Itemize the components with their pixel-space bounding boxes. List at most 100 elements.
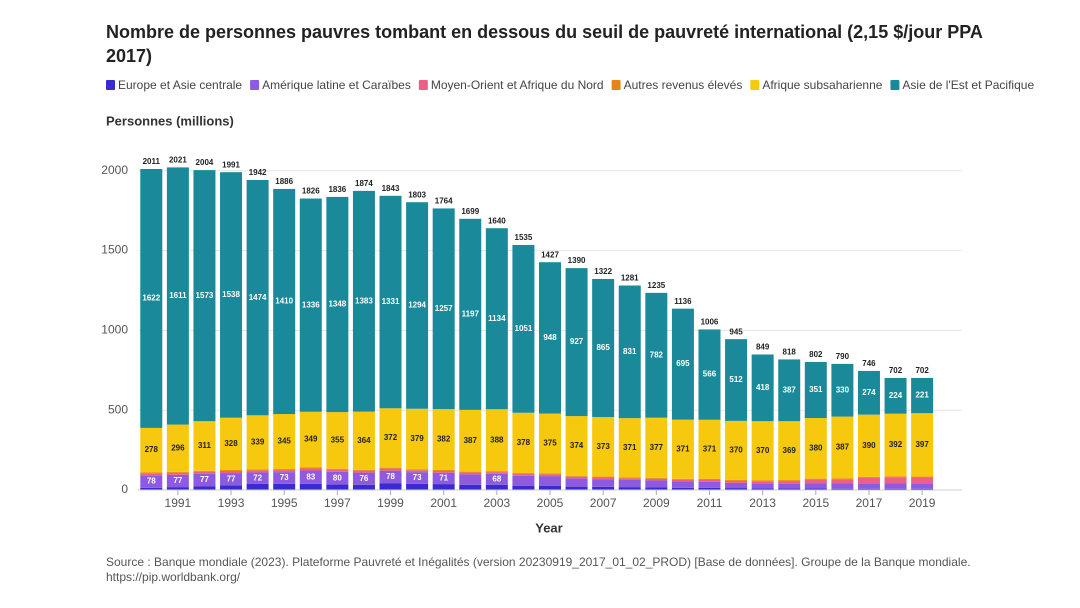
bar-segment: [379, 408, 402, 468]
bar-segment: [645, 477, 668, 479]
legend-label: Asie de l'Est et Pacifique: [902, 78, 1034, 92]
bar-segment: [539, 485, 561, 490]
bar-segment: [645, 478, 668, 481]
y-tick-label: 2000: [101, 163, 128, 177]
value-label: 377: [650, 443, 664, 452]
legend-swatch: [418, 80, 428, 90]
bar-segment: [273, 472, 296, 484]
value-label: 379: [410, 434, 424, 443]
x-tick-label: 1999: [377, 496, 404, 510]
bar-segment: [352, 472, 375, 485]
bar-segment: [804, 361, 827, 419]
bar-segment: [140, 473, 163, 476]
bar-segment: [220, 417, 243, 471]
bar-segment: [166, 472, 189, 475]
bar-segment: [220, 473, 243, 486]
bar-segment: [857, 370, 880, 415]
bar-segment: [246, 469, 269, 471]
value-label: 371: [703, 444, 717, 453]
value-label: 330: [836, 385, 850, 394]
bar-segment: [459, 218, 482, 410]
value-label: 76: [359, 474, 368, 483]
bar-segment: [698, 419, 721, 479]
x-tick-label: 1993: [218, 496, 245, 510]
value-label: 73: [280, 473, 289, 482]
value-label: 311: [198, 441, 211, 450]
x-axis-label: Year: [535, 520, 562, 535]
bar-segment: [831, 416, 854, 479]
value-label: 1197: [462, 309, 480, 318]
x-tick-label: 2015: [802, 496, 829, 510]
bar-segment: [751, 483, 774, 489]
bar-segment: [512, 412, 535, 474]
bar-segment: [352, 470, 375, 473]
bar-segment: [193, 486, 216, 490]
legend-swatch: [611, 80, 621, 90]
bar-segment: [725, 339, 748, 421]
value-label: 390: [862, 441, 876, 450]
bar-segment: [698, 329, 721, 420]
bar-segment: [485, 484, 508, 490]
value-label: 782: [650, 350, 664, 359]
value-label: 77: [200, 475, 209, 484]
bar-segment: [485, 472, 508, 474]
value-label: 371: [623, 443, 637, 452]
bar-segment: [166, 487, 189, 490]
bar-segment: [592, 278, 615, 418]
value-label: 831: [623, 347, 637, 356]
total-label: 2004: [196, 158, 214, 167]
total-label: 1764: [435, 197, 453, 206]
bar-segment: [831, 478, 854, 480]
bar-segment: [618, 477, 641, 479]
bar-segment: [326, 468, 349, 470]
bar-segment: [884, 488, 907, 490]
bar-segment: [778, 421, 801, 481]
value-label: 1294: [408, 301, 426, 310]
bar-segment: [884, 477, 907, 484]
bar-segment: [645, 417, 668, 478]
x-tick-label: 2005: [537, 496, 564, 510]
total-label: 1535: [515, 233, 533, 242]
value-label: 71: [439, 474, 448, 483]
bar-segment: [140, 427, 163, 473]
x-tick-label: 2017: [856, 496, 883, 510]
bar-segment: [618, 285, 641, 419]
bar-segment: [193, 170, 216, 422]
x-tick-label: 1997: [324, 496, 351, 510]
value-label: 512: [729, 375, 743, 384]
y-axis-label: Personnes (millions): [106, 113, 234, 128]
bar-segment: [512, 475, 535, 486]
bar-segment: [406, 472, 429, 484]
bar-segment: [459, 474, 482, 485]
value-label: 378: [517, 438, 531, 447]
bar-segment: [565, 416, 588, 476]
bar-segment: [459, 472, 482, 475]
bar-segment: [804, 488, 827, 490]
bar-segment: [778, 483, 801, 489]
bar-segment: [246, 470, 269, 473]
value-label: 370: [729, 446, 743, 455]
bar-segment: [725, 488, 748, 490]
value-label: 566: [703, 370, 717, 379]
bar-segment: [804, 478, 827, 480]
bar-segment: [751, 481, 774, 484]
bar-segment: [432, 409, 455, 471]
bar-segment: [911, 476, 934, 478]
bar-segment: [884, 377, 907, 414]
bar-segment: [618, 479, 641, 488]
bar-segment: [539, 476, 561, 486]
value-label: 73: [413, 473, 422, 482]
bar-segment: [246, 483, 269, 490]
bar-segment: [911, 413, 934, 477]
bar-segment: [326, 471, 349, 485]
bar-segment: [379, 468, 402, 471]
x-tick-label: 2011: [697, 496, 723, 510]
bar-segment: [671, 478, 694, 480]
value-label: 397: [915, 440, 929, 449]
bar-segment: [751, 421, 774, 481]
x-tick-label: 2013: [749, 496, 776, 510]
bar-segment: [299, 468, 322, 471]
value-label: 274: [862, 388, 876, 397]
source: Source : Banque mondiale (2023). Platefo…: [106, 555, 971, 569]
